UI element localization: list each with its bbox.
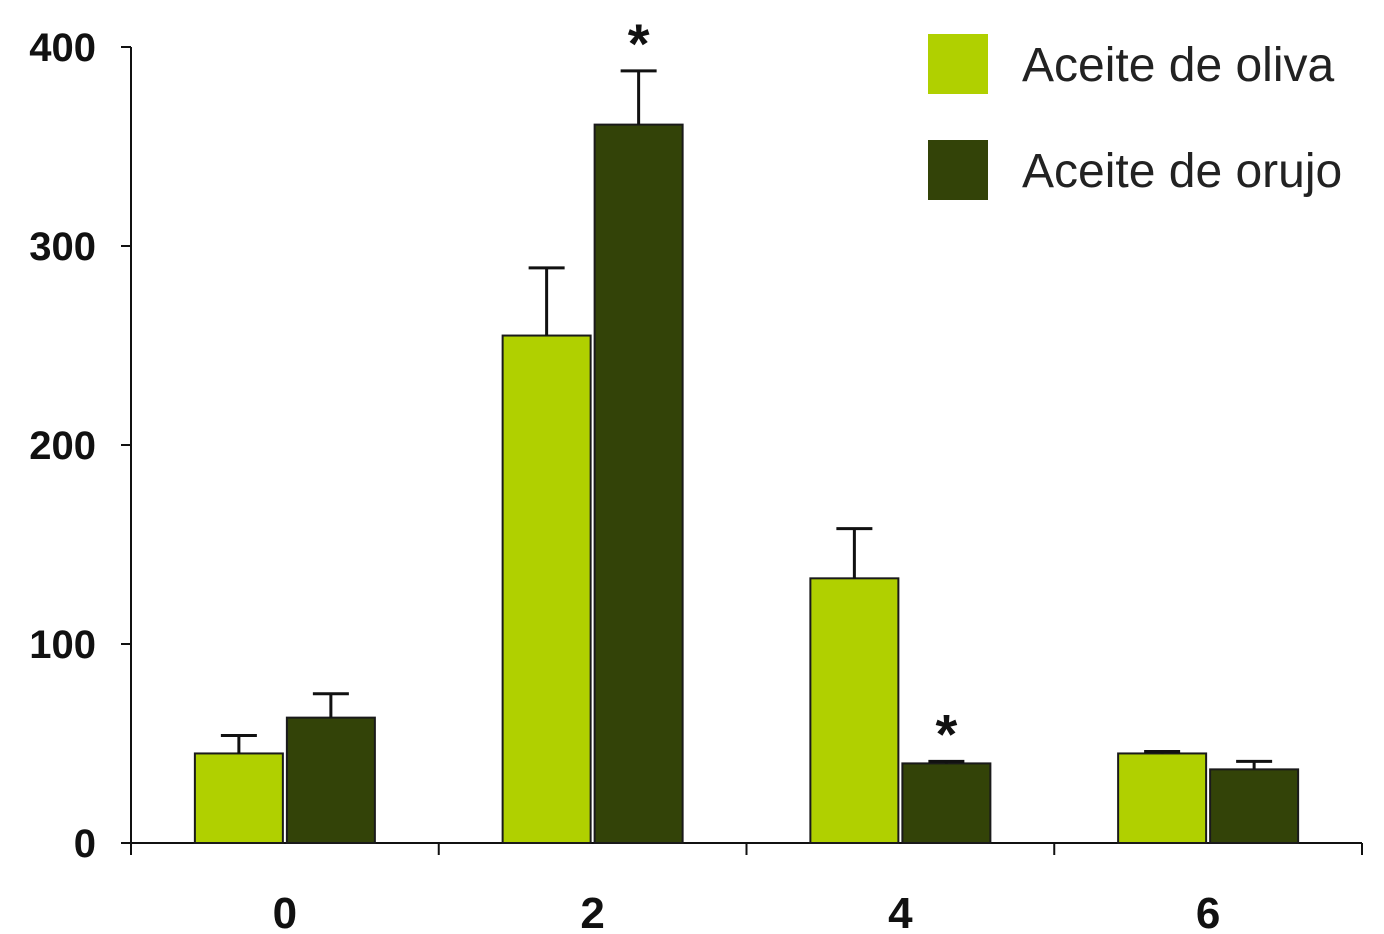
error-bar: [1144, 749, 1181, 754]
bar: [1117, 752, 1208, 845]
y-tick-label: 400: [29, 26, 96, 70]
legend: Aceite de oliva Aceite de orujo: [928, 34, 1342, 200]
bar: [593, 123, 684, 845]
y-tick-label: 0: [74, 822, 96, 866]
error-bars: [220, 69, 1273, 770]
x-tick-label: 2: [580, 889, 604, 934]
bars: [193, 123, 1300, 845]
error-bar: [220, 734, 257, 754]
bar: [809, 577, 900, 845]
y-tick-label: 300: [29, 225, 96, 269]
x-tick-label: 0: [273, 889, 297, 934]
x-tick-label: 6: [1196, 889, 1220, 934]
legend-label: Aceite de orujo: [1022, 145, 1342, 198]
x-tick-label: 4: [888, 889, 913, 934]
significance-marker: *: [935, 702, 957, 765]
y-tick-label: 100: [29, 623, 96, 667]
error-bar: [1236, 759, 1273, 770]
bar: [501, 334, 592, 844]
bar: [285, 716, 376, 845]
error-bar: [928, 759, 965, 764]
legend-label: Aceite de oliva: [1022, 39, 1334, 92]
legend-swatch: [928, 34, 988, 94]
error-bar: [528, 266, 565, 336]
error-bar: [620, 69, 657, 125]
bar: [901, 762, 992, 845]
bar: [193, 752, 284, 845]
y-tick-label: 200: [29, 424, 96, 468]
significance-marker: *: [628, 12, 650, 75]
error-bar: [836, 527, 873, 579]
bar: [1209, 768, 1300, 844]
significance-markers: **: [628, 12, 958, 766]
error-bar: [312, 692, 349, 718]
legend-swatch: [928, 140, 988, 200]
